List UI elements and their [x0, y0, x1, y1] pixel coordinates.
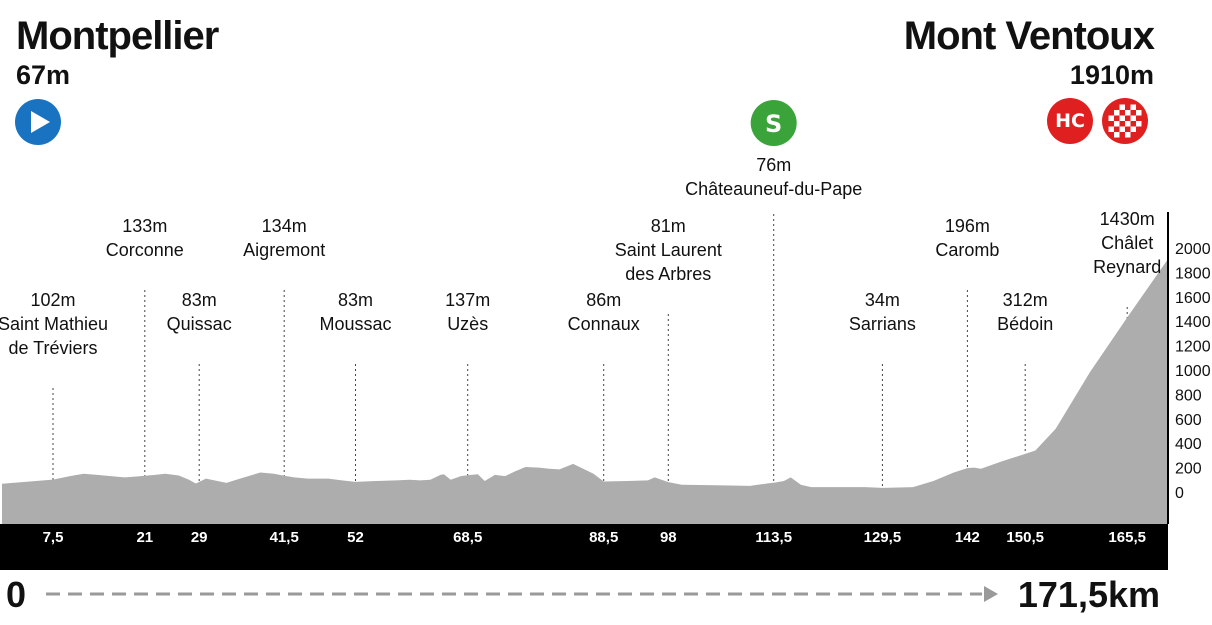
waypoint-label: 83m	[182, 290, 217, 310]
sprint-badge-label: S	[765, 110, 782, 138]
start-town-name: Montpellier	[16, 14, 219, 58]
altitude-tick-label: 600	[1175, 412, 1202, 429]
waypoint-label: Caromb	[935, 240, 999, 260]
waypoint-label: Sarrians	[849, 314, 916, 334]
altitude-tick-label: 400	[1175, 436, 1202, 453]
altitude-tick-label: 1600	[1175, 290, 1211, 307]
altitude-tick-label: 2000	[1175, 241, 1211, 258]
start-altitude: 67m	[16, 60, 71, 90]
checker-cell	[1125, 132, 1131, 138]
altitude-tick-label: 1800	[1175, 265, 1211, 282]
checker-cell	[1114, 110, 1120, 116]
waypoint-label: des Arbres	[625, 264, 711, 284]
elevation-profile-area	[2, 259, 1168, 524]
hc-category-label: HC	[1055, 110, 1085, 132]
km-tick-label: 98	[660, 529, 677, 546]
waypoint-label: Bédoin	[997, 314, 1053, 334]
sprint-location-name: Châteauneuf-du-Pape	[685, 179, 862, 199]
waypoint-label: 86m	[586, 290, 621, 310]
finish-altitude: 1910m	[1069, 60, 1154, 90]
waypoint-label: 102m	[30, 290, 75, 310]
checker-cell	[1130, 115, 1136, 121]
waypoint-label: 312m	[1003, 290, 1048, 310]
waypoint-label: 133m	[122, 216, 167, 236]
km-tick-labels: 7,5 21 29 41,5 52 68,5 88,5 98 113,5 129,5 142 150,…	[43, 529, 1146, 546]
waypoint-labels: 102m Saint Mathieu de Tréviers 133m Corconne…	[0, 209, 1161, 358]
altitude-tick-label: 1400	[1175, 314, 1211, 331]
waypoint-label: Connaux	[568, 314, 640, 334]
waypoint-lines	[52, 214, 1128, 524]
km-tick-label: 29	[191, 529, 208, 546]
distance-total-label: 171,5km	[1017, 574, 1160, 615]
waypoint-label: Quissac	[167, 314, 232, 334]
waypoint-label: 34m	[865, 290, 900, 310]
checker-cell	[1125, 121, 1131, 127]
waypoint-label: 1430m	[1100, 209, 1155, 229]
waypoint-label: 81m	[651, 216, 686, 236]
waypoint-label: 196m	[945, 216, 990, 236]
distance-arrow-icon	[984, 586, 998, 602]
km-tick-label: 165,5	[1108, 529, 1146, 546]
checker-cell	[1125, 110, 1131, 116]
waypoint-label: Saint Laurent	[615, 240, 722, 260]
hc-category-badge: HC	[1047, 98, 1093, 144]
waypoint-label: Uzès	[447, 314, 488, 334]
waypoint-label: Aigremont	[243, 240, 325, 260]
checker-cell	[1136, 121, 1142, 127]
waypoint-label: Reynard	[1093, 257, 1161, 277]
km-tick-label: 52	[347, 529, 364, 546]
checkered-flag-icon	[1102, 98, 1148, 144]
start-play-icon	[15, 99, 61, 145]
distance-start-label: 0	[6, 574, 27, 615]
checker-cell	[1108, 126, 1114, 132]
km-tick-label: 21	[136, 529, 153, 546]
waypoint-label: Corconne	[106, 240, 184, 260]
checker-cell	[1114, 132, 1120, 138]
waypoint-label: 137m	[445, 290, 490, 310]
checker-cell	[1114, 121, 1120, 127]
altitude-tick-label: 1200	[1175, 339, 1211, 356]
checker-cell	[1136, 110, 1142, 116]
checker-cell	[1119, 104, 1125, 110]
distance-band	[0, 524, 1168, 570]
km-tick-label: 150,5	[1006, 529, 1044, 546]
km-tick-label: 7,5	[43, 529, 64, 546]
waypoint-label: Moussac	[319, 314, 391, 334]
sprint-altitude: 76m	[756, 155, 791, 175]
waypoint-label: de Tréviers	[8, 338, 97, 358]
sprint-marker: S 76m Châteauneuf-du-Pape	[685, 100, 862, 199]
checker-cell	[1119, 115, 1125, 121]
sprint-badge	[750, 100, 797, 146]
km-tick-label: 142	[955, 529, 980, 546]
finish-town-name: Mont Ventoux	[903, 14, 1155, 58]
checker-cell	[1130, 126, 1136, 132]
waypoint-label: 134m	[262, 216, 307, 236]
altitude-tick-label: 200	[1175, 461, 1202, 478]
km-tick-label: 41,5	[270, 529, 299, 546]
km-tick-label: 88,5	[589, 529, 618, 546]
waypoint-label: 83m	[338, 290, 373, 310]
km-tick-label: 129,5	[864, 529, 902, 546]
waypoint-label: Châlet	[1101, 233, 1153, 253]
km-tick-label: 68,5	[453, 529, 482, 546]
checker-cell	[1108, 115, 1114, 121]
km-tick-label: 113,5	[755, 529, 792, 546]
checker-cell	[1119, 126, 1125, 132]
altitude-tick-label: 800	[1175, 387, 1202, 404]
checker-cell	[1130, 104, 1136, 110]
waypoint-label: Saint Mathieu	[0, 314, 108, 334]
altitude-tick-label: 1000	[1175, 363, 1211, 380]
altitude-tick-label: 0	[1175, 485, 1184, 502]
